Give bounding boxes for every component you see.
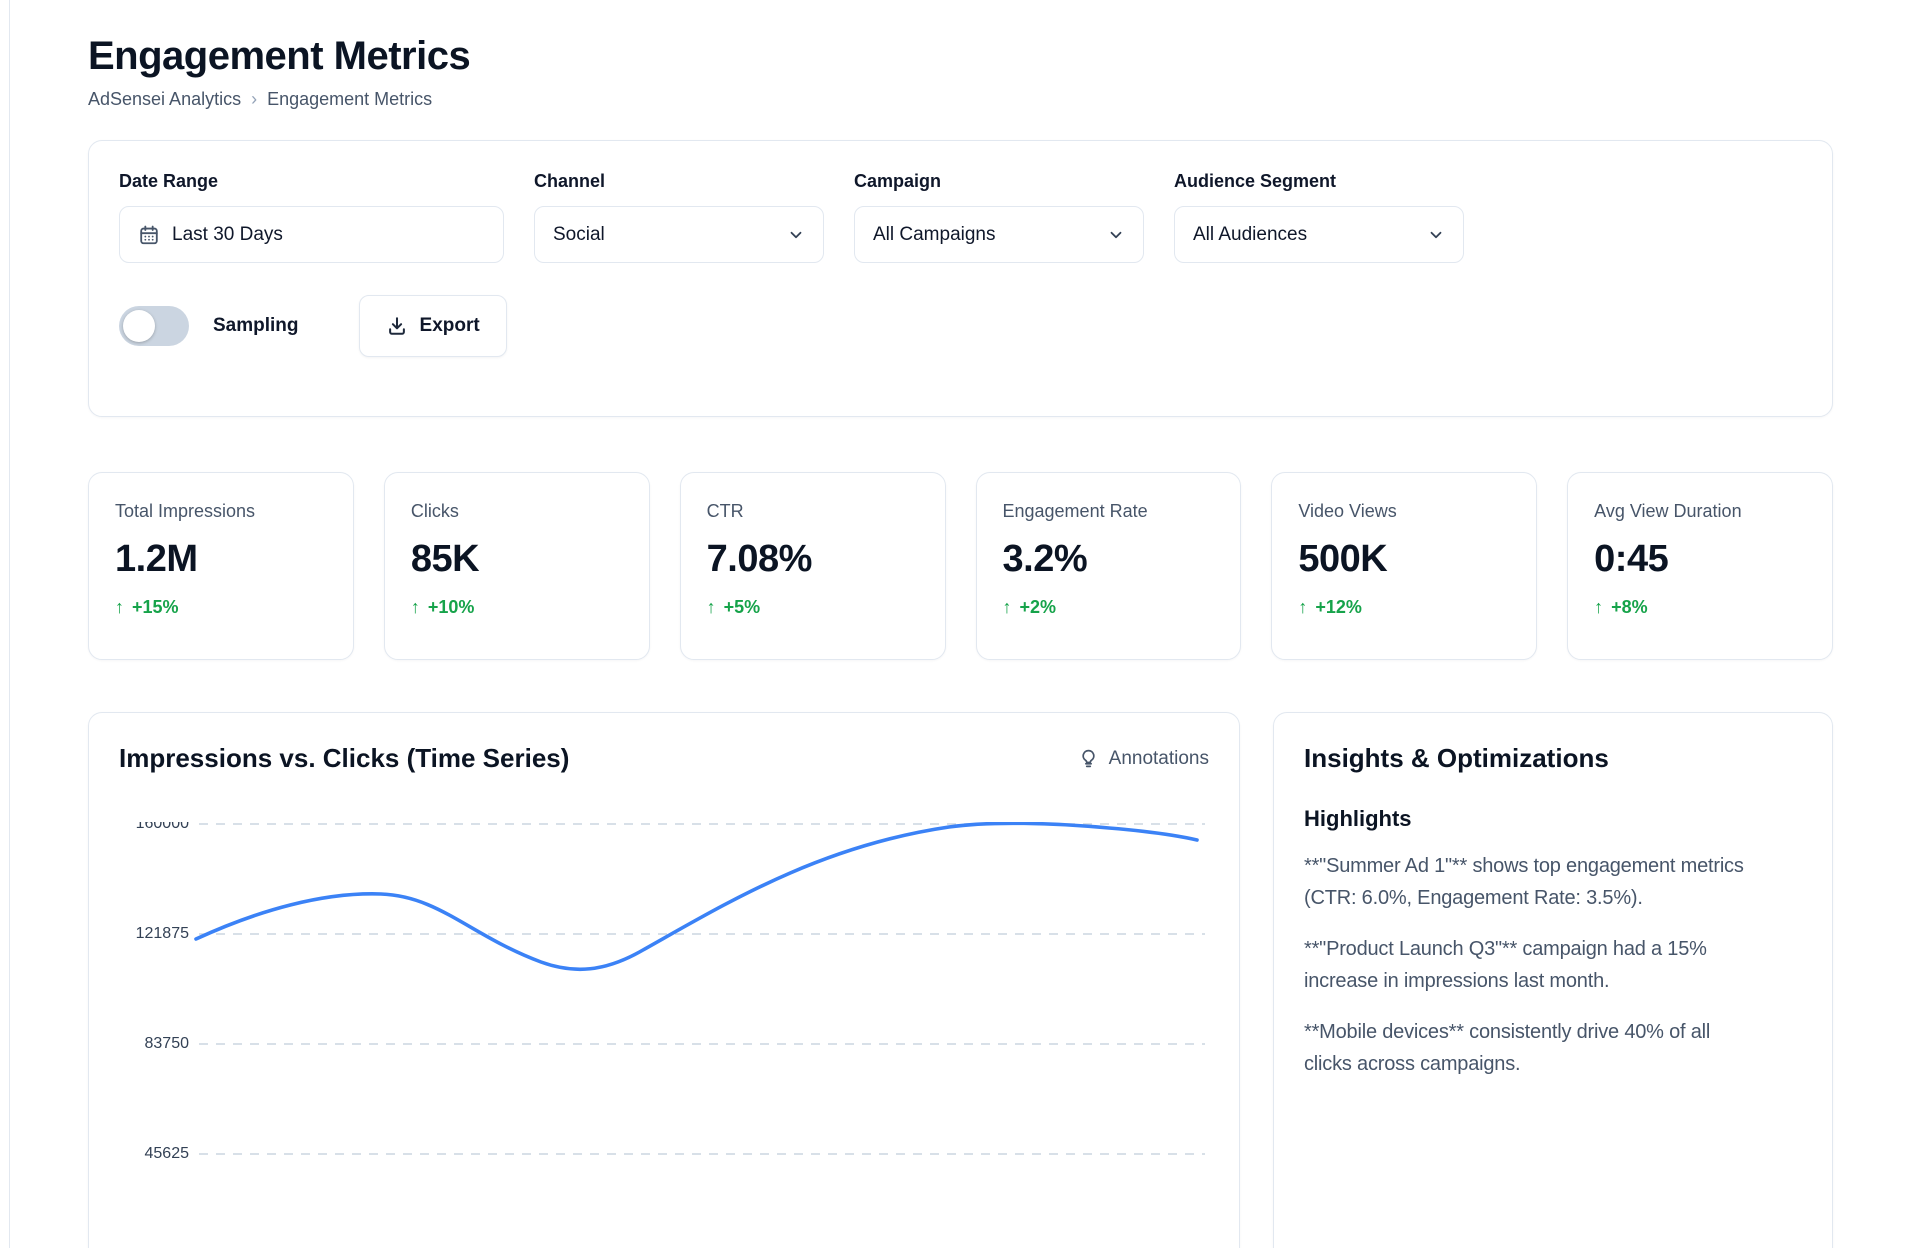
kpi-delta: +2% bbox=[1019, 597, 1057, 617]
kpi-card-avg-view-duration: Avg View Duration 0:45 ↑ +8% bbox=[1567, 472, 1833, 660]
kpi-value: 85K bbox=[410, 538, 480, 580]
insight-bullet: **"Product Launch Q3"** campaign had a 1… bbox=[1304, 937, 1707, 993]
annotations-label: Annotations bbox=[1108, 747, 1209, 769]
chart-canvas bbox=[194, 822, 1205, 1155]
insights-subtitle: Highlights bbox=[1304, 806, 1412, 831]
y-axis-tick: 45625 bbox=[144, 1145, 190, 1162]
date-range-label: Date Range bbox=[119, 171, 219, 191]
sampling-toggle[interactable] bbox=[119, 306, 189, 346]
lightbulb-icon bbox=[1078, 748, 1099, 769]
breadcrumb: AdSensei Analytics › Engagement Metrics bbox=[88, 89, 1833, 110]
impressions-series-line bbox=[194, 822, 1199, 972]
kpi-delta: +8% bbox=[1611, 597, 1648, 617]
kpi-card-total-impressions: Total Impressions 1.2M ↑ +15% bbox=[88, 472, 354, 660]
breadcrumb-parent[interactable]: AdSensei Analytics bbox=[88, 89, 242, 109]
kpi-delta: +10% bbox=[427, 597, 475, 617]
kpi-card-video-views: Video Views 500K ↑ +12% bbox=[1271, 472, 1538, 660]
channel-label: Channel bbox=[534, 171, 606, 191]
arrow-up-icon: ↑ bbox=[706, 597, 716, 617]
kpi-row: Total Impressions 1.2M ↑ +15% Clicks 85K … bbox=[88, 472, 1833, 660]
insight-bullet: **Mobile devices** consistently drive 40… bbox=[1304, 1020, 1711, 1075]
arrow-up-icon: ↑ bbox=[1594, 597, 1604, 617]
campaign-select[interactable]: All Campaigns bbox=[854, 206, 1144, 263]
main-content: Engagement Metrics AdSensei Analytics › … bbox=[88, 0, 1833, 1248]
time-series-chart-card: Impressions vs. Clicks (Time Series) Ann… bbox=[88, 712, 1240, 1248]
kpi-card-clicks: Clicks 85K ↑ +10% bbox=[383, 472, 650, 660]
kpi-delta: +15% bbox=[132, 597, 179, 617]
arrow-up-icon: ↑ bbox=[1298, 597, 1308, 617]
channel-value: Social bbox=[553, 223, 605, 245]
kpi-delta: +12% bbox=[1315, 597, 1362, 617]
campaign-label: Campaign bbox=[854, 171, 942, 191]
filter-campaign: Campaign All Campaigns bbox=[854, 171, 1144, 263]
arrow-up-icon: ↑ bbox=[115, 597, 124, 617]
download-icon bbox=[386, 315, 408, 337]
breadcrumb-separator: › bbox=[251, 89, 258, 109]
kpi-label: Avg View Duration bbox=[1594, 501, 1742, 521]
y-axis-tick: 160000 bbox=[135, 822, 189, 832]
audience-segment-label: Audience Segment bbox=[1174, 171, 1337, 191]
annotations-button[interactable]: Annotations bbox=[1078, 748, 1209, 770]
chart-title: Impressions vs. Clicks (Time Series) bbox=[119, 743, 570, 773]
campaign-value: All Campaigns bbox=[873, 223, 996, 245]
date-range-value: Last 30 Days bbox=[172, 223, 283, 245]
kpi-value: 1.2M bbox=[115, 538, 198, 580]
arrow-up-icon: ↑ bbox=[1002, 597, 1012, 617]
chevron-down-icon bbox=[787, 226, 805, 244]
kpi-value: 500K bbox=[1298, 538, 1388, 580]
sampling-toggle-label: Sampling bbox=[213, 315, 299, 336]
filter-date-range: Date Range Last 30 Days bbox=[119, 171, 504, 263]
filter-audience-segment: Audience Segment All Audiences bbox=[1174, 171, 1464, 263]
y-axis-tick: 121875 bbox=[135, 925, 189, 942]
insight-bullet: **"Summer Ad 1"** shows top engagement m… bbox=[1304, 855, 1744, 910]
calendar-icon bbox=[138, 224, 160, 246]
export-button-label: Export bbox=[419, 315, 480, 336]
kpi-label: Engagement Rate bbox=[1002, 501, 1148, 521]
audience-segment-value: All Audiences bbox=[1193, 223, 1308, 245]
date-range-input[interactable]: Last 30 Days bbox=[119, 206, 504, 263]
kpi-delta: +5% bbox=[723, 597, 761, 617]
kpi-label: CTR bbox=[706, 501, 744, 521]
channel-select[interactable]: Social bbox=[534, 206, 824, 263]
insights-title: Insights & Optimizations bbox=[1304, 743, 1609, 773]
impressions-clicks-line-chart: 160000 121875 83750 45625 bbox=[119, 822, 1209, 1248]
kpi-card-engagement-rate: Engagement Rate 3.2% ↑ +2% bbox=[975, 472, 1242, 660]
kpi-label: Clicks bbox=[410, 501, 459, 521]
kpi-label: Total Impressions bbox=[115, 501, 256, 521]
chevron-down-icon bbox=[1107, 226, 1125, 244]
arrow-up-icon: ↑ bbox=[410, 597, 420, 617]
audience-segment-select[interactable]: All Audiences bbox=[1174, 206, 1464, 263]
kpi-label: Video Views bbox=[1298, 501, 1397, 521]
y-axis-tick: 83750 bbox=[144, 1035, 190, 1052]
filter-channel: Channel Social bbox=[534, 171, 824, 263]
insights-panel: Insights & Optimizations Highlights **"S… bbox=[1273, 712, 1833, 1248]
window-left-border bbox=[9, 0, 10, 1248]
filter-bar: Date Range Last 30 Days Ch bbox=[88, 140, 1833, 417]
kpi-value: 3.2% bbox=[1002, 538, 1088, 580]
page-title: Engagement Metrics bbox=[88, 34, 471, 78]
kpi-card-ctr: CTR 7.08% ↑ +5% bbox=[679, 472, 946, 660]
breadcrumb-current: Engagement Metrics bbox=[267, 89, 433, 109]
kpi-value: 7.08% bbox=[706, 538, 813, 580]
toggle-knob bbox=[123, 310, 155, 342]
chevron-down-icon bbox=[1427, 226, 1445, 244]
export-button[interactable]: Export bbox=[358, 295, 507, 357]
kpi-value: 0:45 bbox=[1594, 538, 1669, 580]
